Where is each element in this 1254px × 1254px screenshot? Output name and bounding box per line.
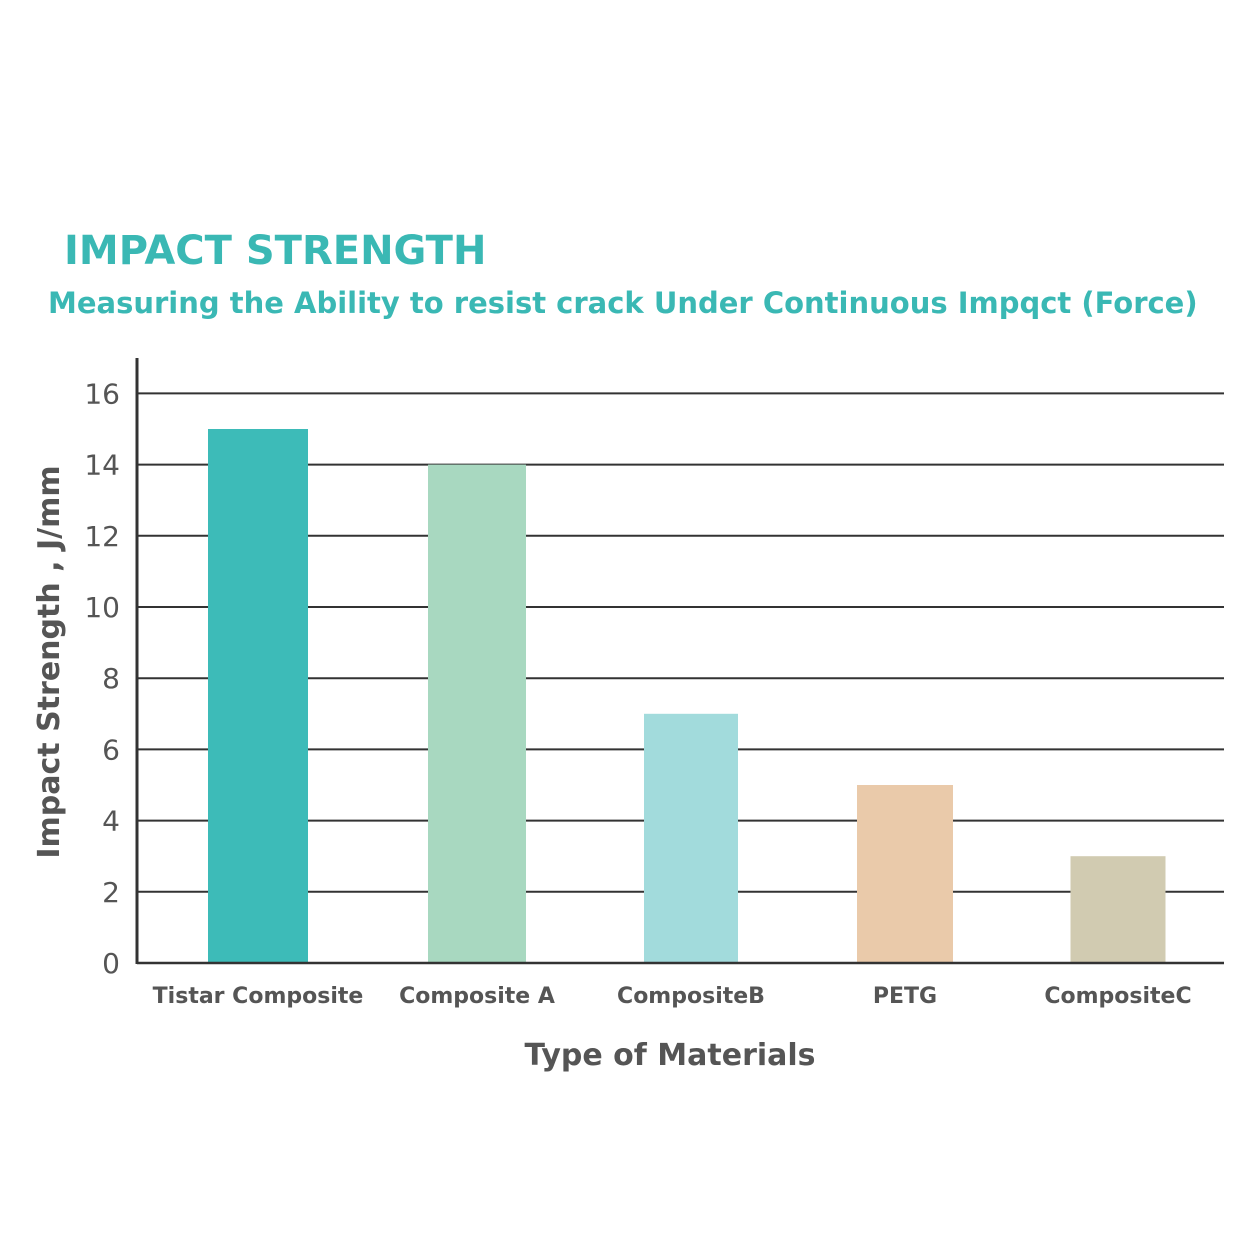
x-tick-labels: Tistar Composite Composite A CompositeB PET… bbox=[153, 984, 1192, 1009]
bar bbox=[644, 713, 738, 963]
y-tick-label: 12 bbox=[84, 520, 120, 553]
y-tick-label: 6 bbox=[102, 733, 120, 766]
x-tick-label: Tistar Composite bbox=[153, 984, 364, 1009]
y-tick-label: 8 bbox=[102, 662, 120, 695]
y-axis-title: Impact Strength , J/mm bbox=[32, 465, 67, 858]
y-tick-label: 14 bbox=[84, 449, 120, 482]
chart-subtitle: Measuring the Ability to resist crack Un… bbox=[48, 286, 1198, 320]
chart-title: IMPACT STRENGTH bbox=[64, 228, 487, 274]
bar bbox=[428, 464, 526, 963]
x-tick-label: PETG bbox=[873, 984, 937, 1009]
y-tick-labels: 0 2 4 6 8 10 12 14 16 bbox=[84, 377, 120, 980]
y-tick-label: 10 bbox=[84, 591, 120, 624]
y-tick-label: 16 bbox=[84, 377, 120, 410]
bar bbox=[857, 785, 953, 963]
bars bbox=[208, 429, 1166, 963]
x-tick-label: Composite A bbox=[399, 984, 555, 1009]
x-axis-title: Type of Materials bbox=[524, 1038, 815, 1073]
bar bbox=[1070, 856, 1166, 963]
y-tick-label: 2 bbox=[102, 876, 120, 909]
x-tick-label: CompositeC bbox=[1044, 984, 1191, 1009]
y-tick-label: 0 bbox=[102, 947, 120, 980]
y-tick-label: 4 bbox=[102, 805, 120, 838]
x-tick-label: CompositeB bbox=[617, 984, 765, 1009]
bar bbox=[208, 429, 308, 963]
